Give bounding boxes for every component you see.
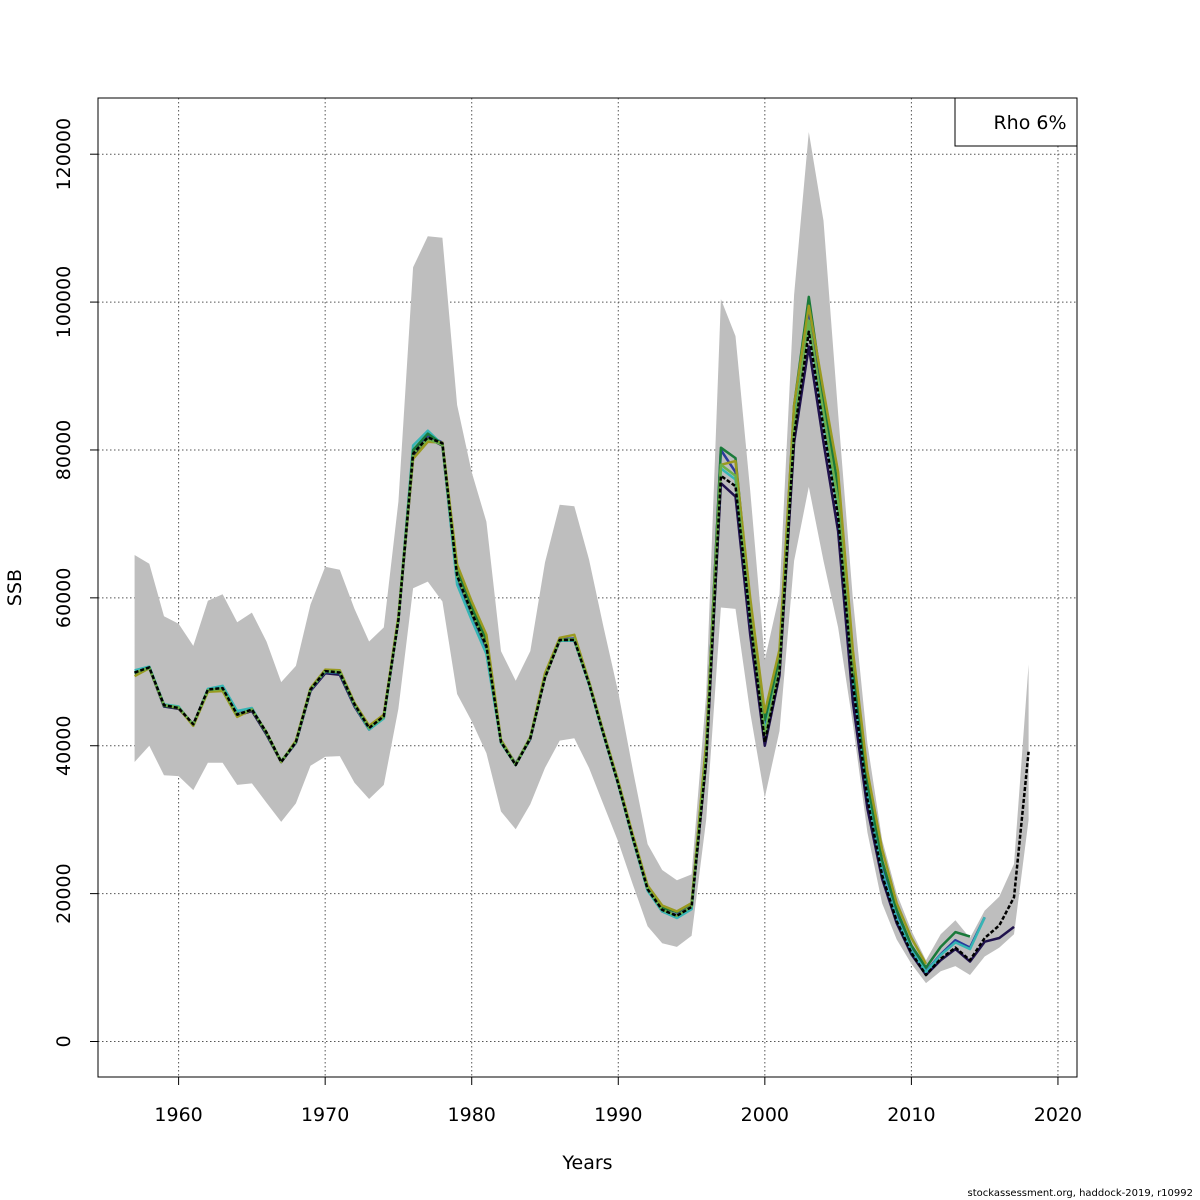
retro-series-lines — [133, 295, 1015, 977]
y-axis-title: SSB — [4, 569, 26, 606]
x-tick-label-1970: 1970 — [301, 1104, 349, 1126]
legend-rho-text: Rho 6% — [993, 112, 1066, 134]
y-tick-label-40000: 40000 — [53, 716, 75, 776]
y-tick-label-60000: 60000 — [53, 568, 75, 628]
y-tick-label-20000: 20000 — [53, 863, 75, 923]
y-tick-label-80000: 80000 — [53, 420, 75, 480]
main-series — [134, 330, 1030, 977]
plot-frame — [97, 97, 1078, 1078]
x-tick-label-2010: 2010 — [887, 1104, 935, 1126]
x-tick-label-1960: 1960 — [154, 1104, 202, 1126]
y-tick-label-120000: 120000 — [53, 118, 75, 191]
x-axis-title: Years — [561, 1152, 612, 1174]
x-tick-label-2000: 2000 — [741, 1104, 789, 1126]
x-tick-label-1980: 1980 — [448, 1104, 496, 1126]
confidence-band-area — [134, 132, 1029, 984]
credit-text: stockassessment.org, haddock-2019, r1099… — [968, 1188, 1193, 1199]
axes: 1960 1970 1980 1990 2000 2010 2020 0 20000 40000 6… — [53, 97, 1082, 1126]
y-tick-label-100000: 100000 — [53, 266, 75, 339]
x-tick-label-1990: 1990 — [594, 1104, 642, 1126]
y-tick-label-0: 0 — [53, 1035, 75, 1047]
confidence-band — [134, 132, 1029, 984]
main-series-line — [134, 330, 1030, 977]
legend: Rho 6% — [954, 97, 1078, 147]
legend-box — [954, 97, 1078, 147]
x-tick-label-2020: 2020 — [1034, 1104, 1082, 1126]
